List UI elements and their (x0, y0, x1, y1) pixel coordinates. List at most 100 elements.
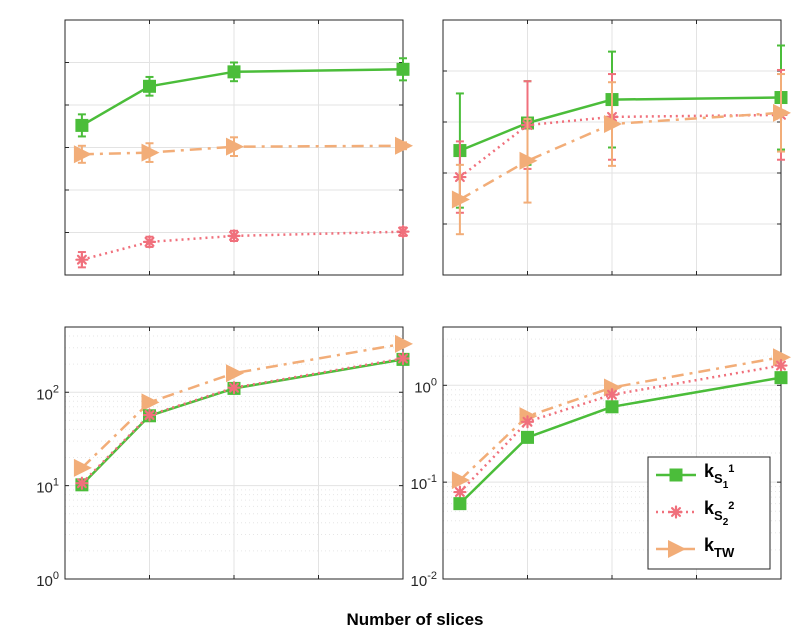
data-point-kS2-stroke (76, 254, 87, 265)
data-point-kS2 (227, 381, 241, 395)
data-point-kS1 (227, 65, 241, 79)
data-point-kS2-stroke (144, 410, 155, 421)
legend-marker (669, 505, 683, 519)
data-point-kS2-stroke (398, 353, 408, 364)
y-tick-label-exponent: 2 (53, 383, 59, 395)
legend-label-base: k (704, 461, 715, 481)
legend-entry-kS1: kS1 1 (656, 461, 734, 491)
y-tick-label-base: 10 (414, 379, 431, 396)
series-line-kS2 (81, 357, 404, 485)
series-line-kTW (81, 342, 404, 469)
series-line-kS1 (459, 376, 782, 505)
series-kTW (451, 73, 791, 236)
y-tick-label-base: 10 (36, 480, 53, 497)
data-point-kTW (226, 364, 244, 383)
y-tick-label-exponent: 1 (53, 477, 59, 489)
y-tick-label: 102 (36, 383, 59, 403)
data-point-kS2-stroke (522, 416, 533, 427)
data-point-kS2 (75, 253, 89, 267)
data-point-kS2-stroke (776, 360, 786, 371)
series-group (73, 57, 413, 269)
series-group (451, 44, 791, 236)
data-point-kS2 (142, 235, 157, 249)
data-point-kTW (451, 190, 470, 209)
legend-label-subsubscript: 2 (723, 517, 729, 528)
data-point-kTW (73, 145, 92, 164)
data-point-kS2-stroke (229, 382, 239, 393)
data-point-kS1 (774, 371, 788, 385)
legend-entry-kS2: kS2 2 (656, 498, 734, 528)
series-kTW (73, 334, 413, 477)
data-point-kS2 (453, 485, 467, 499)
data-point-kS2 (520, 415, 535, 429)
series-kS1 (453, 371, 788, 511)
data-point-kS2-stroke (144, 236, 155, 247)
series-line-kTW (459, 111, 782, 201)
y-tick-label: 10-1 (411, 473, 437, 493)
y-tick-label: 100 (36, 570, 59, 590)
y-tick-label-exponent: 0 (431, 376, 437, 388)
series-kS2 (453, 358, 788, 499)
data-point-kTW (141, 143, 160, 162)
data-point-kTW (604, 115, 622, 134)
legend-marker (669, 468, 683, 482)
series-kS2 (75, 351, 410, 490)
data-point-kS2 (75, 476, 89, 490)
y-tick-label-base: 10 (36, 386, 53, 403)
y-tick-label-exponent: -1 (427, 473, 437, 485)
data-point-kTW (73, 458, 92, 477)
y-tick-label: 101 (36, 477, 59, 497)
data-point-kTW (141, 393, 160, 412)
data-point-kS1 (521, 430, 534, 444)
legend-label: kS1 1 (704, 461, 734, 491)
data-point-kS2 (774, 358, 788, 373)
data-point-kS2 (396, 225, 410, 239)
data-point-kS2-stroke (454, 487, 465, 498)
x-axis-label: Number of slices (347, 610, 484, 629)
y-tick-label: 100 (414, 376, 437, 396)
legend-label-superscript: 2 (728, 500, 734, 512)
data-point-kS1 (396, 62, 410, 76)
y-tick-label-base: 10 (411, 476, 428, 493)
series-line-kS2 (459, 113, 782, 179)
data-point-kTW (395, 136, 413, 155)
data-point-kTW (451, 471, 470, 490)
legend-label: kTW (704, 535, 735, 560)
data-point-kS1 (453, 497, 467, 511)
panel-orbit-accuracy (64, 19, 413, 276)
y-tick-label: 10-2 (411, 570, 437, 590)
data-point-kS2 (396, 351, 410, 366)
series-line-kTW (81, 144, 404, 156)
data-point-kS2 (605, 388, 619, 402)
series-kTW (73, 136, 413, 164)
legend-label-base: k (704, 535, 715, 555)
legend-marker (668, 540, 686, 558)
data-point-kS1 (143, 79, 156, 93)
series-group (451, 348, 791, 511)
y-tick-label-exponent: 0 (53, 570, 59, 582)
legend-label-subscript: S (714, 471, 723, 486)
legend-label: kS2 2 (704, 498, 734, 528)
panel-mpeg7-accuracy (442, 19, 791, 276)
data-point-kS2-stroke (398, 226, 408, 237)
data-point-kS2 (142, 408, 157, 422)
legend-label-subscript: S (714, 508, 723, 523)
data-point-kTW (519, 151, 538, 170)
y-tick-label-base: 10 (411, 573, 428, 590)
series-line-kTW (459, 355, 782, 482)
series-line-kS2 (458, 364, 782, 493)
legend-label-base: k (704, 498, 715, 518)
data-point-kS1 (75, 118, 89, 132)
legend-label-superscript: 1 (728, 463, 734, 475)
series-kS1 (75, 57, 410, 138)
data-point-kS2-stroke (76, 478, 87, 489)
data-point-kS2 (227, 229, 241, 243)
series-line-kS1 (81, 68, 404, 127)
y-tick-label-base: 10 (36, 573, 53, 590)
data-point-kS2-stroke (607, 389, 617, 400)
